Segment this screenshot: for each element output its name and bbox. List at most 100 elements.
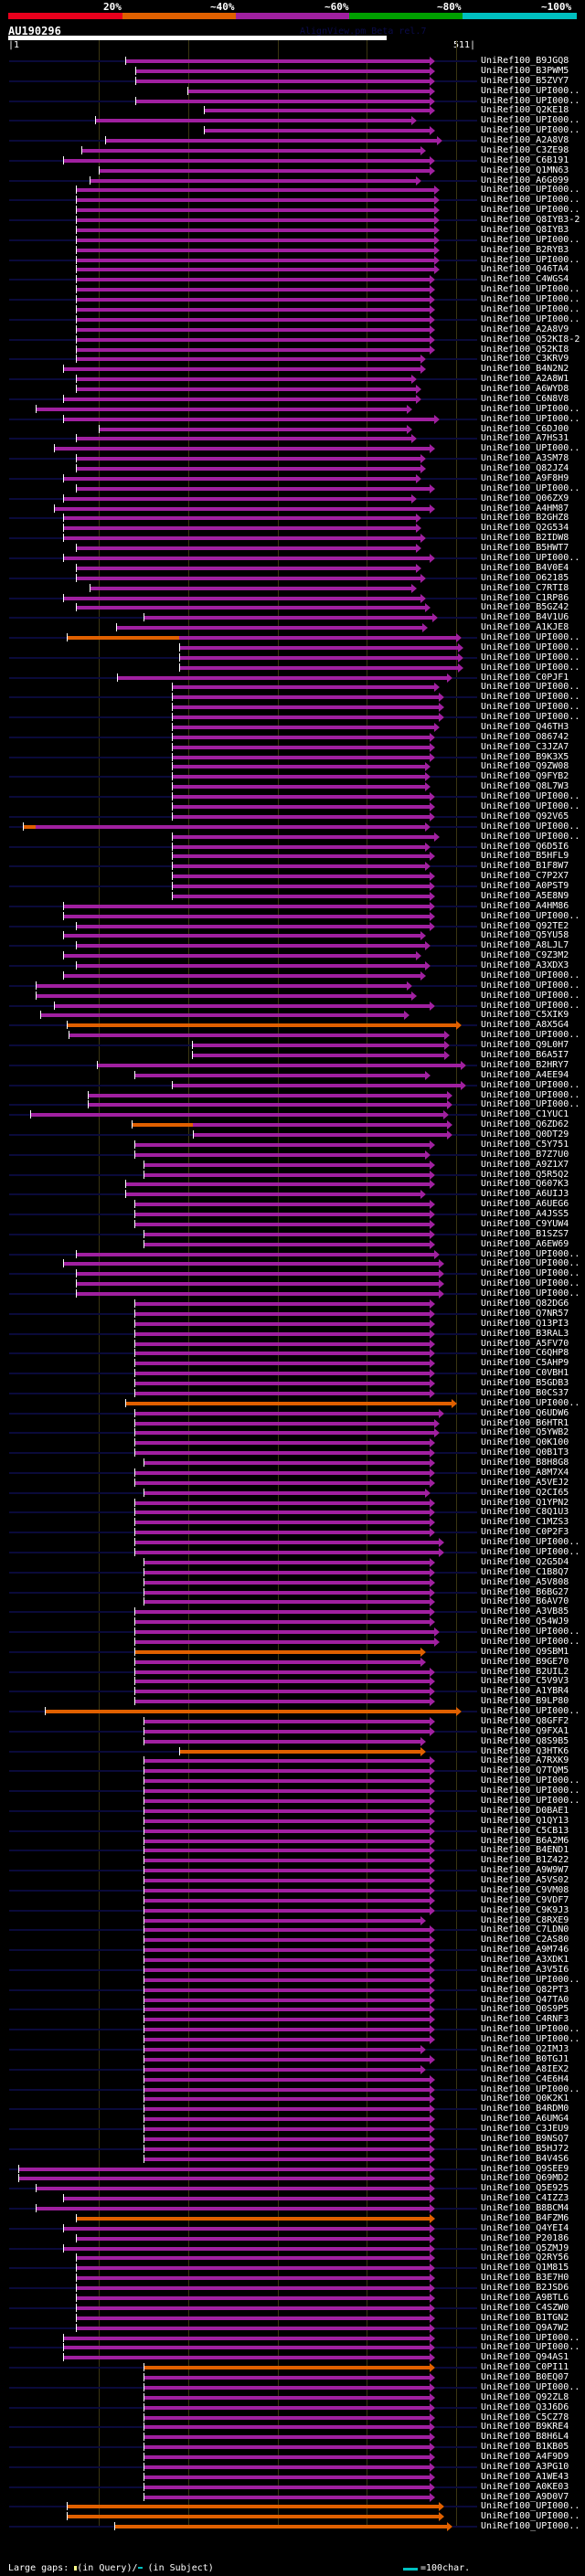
alignment-bar[interactable] (76, 387, 417, 392)
alignment-bar[interactable] (68, 1034, 444, 1038)
alignment-bar[interactable] (125, 1182, 430, 1187)
hit-label[interactable]: UniRef100_C9YUW4 (481, 1218, 569, 1229)
alignment-bar[interactable] (134, 99, 430, 103)
hit-label[interactable]: UniRef100_Q52KI8 (481, 344, 569, 355)
hit-label[interactable]: UniRef100_B2UIL2 (481, 1666, 569, 1677)
alignment-bar[interactable] (186, 89, 430, 93)
hit-label[interactable]: UniRef100_C0P2F3 (481, 1527, 569, 1538)
alignment-bar-low-identity[interactable] (66, 1023, 457, 1028)
alignment-bar[interactable] (143, 1789, 430, 1794)
alignment-bar[interactable] (143, 1948, 430, 1953)
hit-label[interactable]: UniRef100_Q06ZX9 (481, 493, 569, 504)
alignment-bar[interactable] (90, 178, 417, 183)
alignment-bar[interactable] (191, 1044, 444, 1048)
hit-label[interactable]: UniRef100_D0BAE1 (481, 1805, 569, 1816)
alignment-bar[interactable] (134, 69, 430, 73)
alignment-bar[interactable] (172, 864, 425, 869)
hit-label[interactable]: UniRef100_UPI000.. (481, 831, 580, 842)
hit-label[interactable]: UniRef100_Q82DG6 (481, 1299, 569, 1309)
alignment-bar-low-identity[interactable] (125, 1401, 452, 1405)
hit-label[interactable]: UniRef100_C5Y751 (481, 1139, 569, 1150)
hit-label[interactable]: UniRef100_A9BTL6 (481, 2293, 569, 2303)
alignment-bar[interactable] (172, 745, 430, 749)
hit-label[interactable]: UniRef100_B9LP80 (481, 1696, 569, 1707)
alignment-bar[interactable] (36, 983, 408, 988)
hit-label[interactable]: UniRef100_C6N8V8 (481, 393, 569, 404)
alignment-bar[interactable] (172, 765, 425, 769)
hit-label[interactable]: UniRef100_A6G099 (481, 175, 569, 186)
alignment-bar[interactable] (98, 427, 408, 431)
alignment-bar[interactable] (143, 1242, 430, 1246)
alignment-bar[interactable] (133, 1302, 430, 1306)
hit-label[interactable]: UniRef100_A0KE03 (481, 2481, 569, 2492)
alignment-bar[interactable] (133, 1352, 430, 1356)
alignment-bar[interactable] (76, 1272, 439, 1277)
alignment-bar[interactable] (133, 1451, 430, 1456)
hit-label[interactable]: UniRef100_C8Q1U3 (481, 1507, 569, 1518)
hit-label[interactable]: UniRef100_Q47TA0 (481, 1994, 569, 2005)
hit-label[interactable]: UniRef100_A6UEG6 (481, 1199, 569, 1210)
hit-label[interactable]: UniRef100_UPI000.. (481, 553, 580, 563)
hit-label[interactable]: UniRef100_Q9SEE9 (481, 2163, 569, 2174)
alignment-bar[interactable] (62, 516, 417, 521)
hit-label[interactable]: UniRef100_UPI000.. (481, 304, 580, 314)
alignment-bar[interactable] (62, 526, 417, 531)
hit-label[interactable]: UniRef100_UPI000.. (481, 2381, 580, 2392)
alignment-bar[interactable] (62, 397, 417, 401)
alignment-bar[interactable] (76, 248, 434, 252)
alignment-bar[interactable] (76, 486, 430, 491)
hit-label[interactable]: UniRef100_Q5R5Q2 (481, 1169, 569, 1180)
alignment-bar[interactable] (76, 2276, 430, 2281)
hit-label[interactable]: UniRef100_A4JSS5 (481, 1209, 569, 1220)
hit-label[interactable]: UniRef100_C4E6H4 (481, 2073, 569, 2084)
alignment-bar[interactable] (143, 1461, 430, 1466)
hit-label[interactable]: UniRef100_C7P2X7 (481, 871, 569, 882)
hit-label[interactable]: UniRef100_B8BCM4 (481, 2203, 569, 2214)
hit-label[interactable]: UniRef100_Q8GFF2 (481, 1715, 569, 1726)
alignment-bar[interactable] (76, 347, 430, 352)
alignment-bar[interactable] (94, 119, 412, 123)
hit-label[interactable]: UniRef100_B6BG27 (481, 1586, 569, 1597)
alignment-bar[interactable] (143, 2018, 430, 2022)
hit-label[interactable]: UniRef100_C7LDN0 (481, 1924, 569, 1935)
alignment-bar[interactable] (62, 904, 430, 908)
hit-label[interactable]: UniRef100_Q0K100 (481, 1437, 569, 1448)
hit-label[interactable]: UniRef100_B2GHZ8 (481, 513, 569, 524)
alignment-bar[interactable] (143, 1988, 430, 1992)
alignment-bar[interactable] (133, 1372, 430, 1376)
alignment-bar[interactable] (143, 2008, 430, 2012)
hit-label[interactable]: UniRef100_C9K9J3 (481, 1904, 569, 1915)
alignment-bar[interactable] (117, 675, 448, 680)
hit-label[interactable]: UniRef100_UPI000.. (481, 1288, 580, 1299)
alignment-bar[interactable] (76, 298, 430, 302)
alignment-bar[interactable] (76, 228, 434, 232)
alignment-bar[interactable] (116, 626, 423, 631)
alignment-bar[interactable] (133, 1521, 430, 1525)
alignment-bar[interactable] (30, 1113, 443, 1118)
alignment-bar[interactable] (172, 1083, 462, 1087)
alignment-bar[interactable] (22, 824, 425, 829)
hit-label[interactable]: UniRef100_Q6D5I6 (481, 841, 569, 852)
alignment-bar[interactable] (172, 685, 434, 690)
hit-label[interactable]: UniRef100_UPI000.. (481, 1636, 580, 1647)
alignment-bar[interactable] (143, 1839, 430, 1843)
alignment-bar[interactable] (76, 2266, 430, 2271)
hit-label[interactable]: UniRef100_A2A8W1 (481, 374, 569, 385)
hit-label[interactable]: UniRef100_B3RAL3 (481, 1328, 569, 1339)
alignment-bar[interactable] (133, 1700, 430, 1704)
alignment-bar[interactable] (76, 606, 425, 610)
hit-label[interactable]: UniRef100_C0VBH1 (481, 1368, 569, 1379)
alignment-bar[interactable] (178, 645, 459, 650)
alignment-bar[interactable] (143, 2057, 430, 2062)
hit-label[interactable]: UniRef100_UPI000.. (481, 632, 580, 643)
hit-label[interactable]: UniRef100_C3KRV9 (481, 354, 569, 365)
hit-label[interactable]: UniRef100_A4HM86 (481, 900, 569, 911)
alignment-bar[interactable] (143, 2495, 430, 2499)
hit-label[interactable]: UniRef100_B9K3X5 (481, 751, 569, 762)
alignment-bar[interactable] (143, 1172, 430, 1177)
hit-label[interactable]: UniRef100_B1SZS7 (481, 1228, 569, 1239)
hit-label[interactable]: UniRef100_C1B8Q7 (481, 1566, 569, 1577)
alignment-bar[interactable] (133, 1511, 430, 1515)
alignment-bar[interactable] (76, 964, 425, 969)
alignment-bar[interactable] (17, 2167, 430, 2171)
